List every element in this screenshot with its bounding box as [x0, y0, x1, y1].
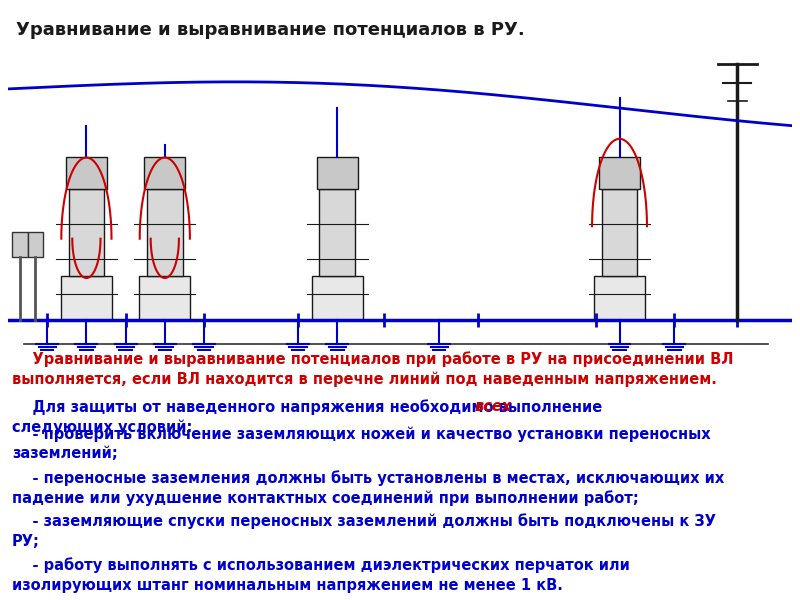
Text: - проверить включение заземляющих ножей и качество установки переносных
заземлен: - проверить включение заземляющих ножей …	[12, 426, 710, 461]
FancyBboxPatch shape	[139, 276, 190, 320]
FancyBboxPatch shape	[27, 232, 43, 257]
FancyBboxPatch shape	[145, 157, 185, 189]
FancyBboxPatch shape	[69, 189, 104, 276]
FancyBboxPatch shape	[599, 157, 640, 189]
Text: - переносные заземления должны быть установлены в местах, исключающих их
падение: - переносные заземления должны быть уста…	[12, 470, 724, 506]
Text: всех: всех	[474, 399, 511, 414]
Text: Уравнивание и выравнивание потенциалов при работе в РУ на присоединении ВЛ
выпол: Уравнивание и выравнивание потенциалов п…	[12, 351, 734, 387]
FancyBboxPatch shape	[61, 276, 112, 320]
FancyBboxPatch shape	[594, 276, 645, 320]
FancyBboxPatch shape	[12, 232, 27, 257]
Text: - заземляющие спуски переносных заземлений должны быть подключены к ЗУ
РУ;: - заземляющие спуски переносных заземлен…	[12, 514, 716, 549]
Text: Уравнивание и выравнивание потенциалов в РУ.: Уравнивание и выравнивание потенциалов в…	[16, 21, 525, 39]
Text: - работу выполнять с использованием диэлектрических перчаток или
изолирующих шта: - работу выполнять с использованием диэл…	[12, 557, 630, 593]
Text: Для защиты от наведенного напряжения необходимо выполнение        
следующих усл: Для защиты от наведенного напряжения нео…	[12, 399, 643, 435]
FancyBboxPatch shape	[319, 189, 355, 276]
FancyBboxPatch shape	[147, 189, 182, 276]
FancyBboxPatch shape	[317, 157, 358, 189]
FancyBboxPatch shape	[66, 157, 106, 189]
FancyBboxPatch shape	[602, 189, 638, 276]
FancyBboxPatch shape	[312, 276, 362, 320]
